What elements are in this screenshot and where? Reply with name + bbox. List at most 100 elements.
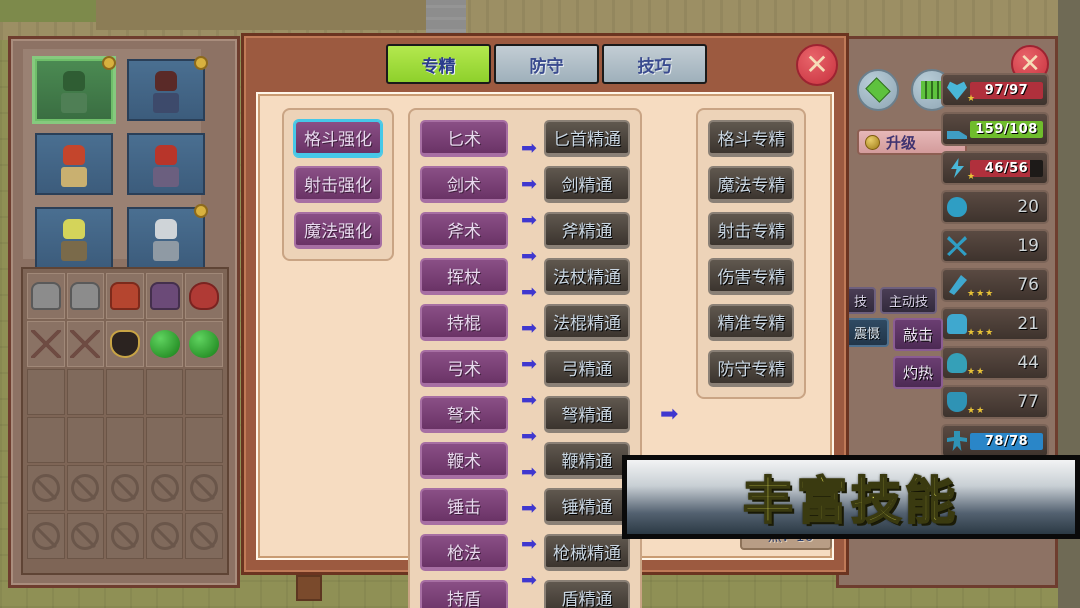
stat-stars-8: ★★ <box>967 406 986 416</box>
skill-source-2[interactable]: 斧术 <box>420 212 508 249</box>
dialog-close-button[interactable]: ✕ <box>796 44 838 86</box>
inventory-slot-locked-2[interactable] <box>106 465 144 511</box>
inventory-slot-10[interactable] <box>27 369 65 415</box>
mastery-button-3[interactable]: 伤害专精 <box>708 258 795 295</box>
inventory-slot-locked-8[interactable] <box>145 513 184 559</box>
skill-source-0[interactable]: 匕术 <box>420 120 508 157</box>
portrait-body-icon <box>153 167 179 187</box>
inventory-slot-12[interactable] <box>106 369 144 415</box>
mastery-button-5[interactable]: 防守专精 <box>708 350 795 387</box>
stat-row-4: 19 <box>941 229 1049 263</box>
green-gem-icon <box>865 77 891 103</box>
skill-target-0[interactable]: 匕首精通 <box>544 120 630 157</box>
skill-tab-partial[interactable]: 技 <box>845 287 877 314</box>
mastery-button-1[interactable]: 魔法专精 <box>708 166 795 203</box>
inventory-slot-locked-9[interactable] <box>185 513 223 559</box>
skill-arrow-icon-5: ➡ <box>521 317 537 339</box>
skill-target-3[interactable]: 法杖精通 <box>544 258 630 295</box>
inventory-slot-locked-0[interactable] <box>27 465 65 511</box>
inventory-slot-3[interactable] <box>145 273 184 319</box>
stat-value-4: 19 <box>1017 236 1039 256</box>
inventory-slot-9[interactable] <box>185 321 223 367</box>
inventory-slot-0[interactable] <box>27 273 65 319</box>
inventory-slot-8[interactable] <box>145 321 184 367</box>
skill-source-4[interactable]: 持棍 <box>420 304 508 341</box>
inventory-slot-locked-7[interactable] <box>106 513 144 559</box>
active-skill-0[interactable]: 敲击 <box>893 318 944 351</box>
party-portrait-0[interactable] <box>35 56 116 121</box>
skill-source-10[interactable]: 持盾 <box>420 580 508 608</box>
skill-source-7[interactable]: 鞭术 <box>420 442 508 479</box>
meat-icon <box>189 282 220 310</box>
inventory-slot-locked-6[interactable] <box>66 513 105 559</box>
inventory-slot-14[interactable] <box>185 369 223 415</box>
inventory-slot-18[interactable] <box>145 417 184 463</box>
skill-target-10[interactable]: 盾精通 <box>544 580 630 608</box>
stat-bar-9: 78/78 <box>970 432 1043 450</box>
inventory-slot-15[interactable] <box>27 417 65 463</box>
stat-bar-value-9: 78/78 <box>984 433 1029 449</box>
stat-value-8: 77 <box>1017 392 1039 412</box>
active-skill-column: 敲击 灼热 <box>893 318 944 394</box>
party-portrait-3[interactable] <box>127 133 205 195</box>
dialog-tab-1[interactable]: 防守 <box>494 44 599 84</box>
skill-target-7[interactable]: 鞭精通 <box>544 442 630 479</box>
category-button-2[interactable]: 魔法强化 <box>294 212 382 249</box>
skill-target-5[interactable]: 弓精通 <box>544 350 630 387</box>
inventory-slot-6[interactable] <box>66 321 105 367</box>
portrait-body-icon <box>61 241 87 261</box>
skill-target-9[interactable]: 枪械精通 <box>544 534 630 571</box>
inventory-slot-16[interactable] <box>66 417 105 463</box>
skill-source-6[interactable]: 弩术 <box>420 396 508 433</box>
skill-target-6[interactable]: 弩精通 <box>544 396 630 433</box>
party-portrait-2[interactable] <box>35 133 113 195</box>
gem-orb-button[interactable] <box>857 69 899 111</box>
category-button-0[interactable]: 格斗强化 <box>294 120 382 157</box>
party-portrait-1[interactable] <box>127 56 208 121</box>
skill-source-8[interactable]: 锤击 <box>420 488 508 525</box>
party-portrait-4[interactable] <box>35 207 113 269</box>
mastery-button-4[interactable]: 精准专精 <box>708 304 795 341</box>
inventory-slot-7[interactable] <box>106 321 144 367</box>
skill-target-1[interactable]: 剑精通 <box>544 166 630 203</box>
skill-chip-stun[interactable]: 震慑 <box>845 318 889 347</box>
inventory-slot-locked-3[interactable] <box>145 465 184 511</box>
inventory-slot-5[interactable] <box>27 321 65 367</box>
locked-slot-icon <box>31 522 60 550</box>
party-portrait-area <box>23 49 208 269</box>
skill-target-8[interactable]: 锤精通 <box>544 488 630 525</box>
stat-row-0: 97/97 ★ <box>941 73 1049 107</box>
skill-source-9[interactable]: 枪法 <box>420 534 508 571</box>
dialog-tab-0[interactable]: 专精 <box>386 44 491 84</box>
inventory-slot-locked-5[interactable] <box>27 513 65 559</box>
inventory-slot-13[interactable] <box>145 369 184 415</box>
inventory-slot-11[interactable] <box>66 369 105 415</box>
skill-source-1[interactable]: 剑术 <box>420 166 508 203</box>
locked-slot-icon <box>110 522 139 550</box>
inventory-slot-1[interactable] <box>66 273 105 319</box>
inventory-slot-locked-4[interactable] <box>185 465 223 511</box>
inventory-slot-19[interactable] <box>185 417 223 463</box>
skill-source-5[interactable]: 弓术 <box>420 350 508 387</box>
stat-bar-1: 159/108 <box>970 120 1043 138</box>
skill-source-3[interactable]: 挥杖 <box>420 258 508 295</box>
party-portrait-5[interactable] <box>127 204 208 269</box>
locked-slot-icon <box>150 474 179 502</box>
stat-value-3: 20 <box>1017 197 1039 217</box>
skill-target-2[interactable]: 斧精通 <box>544 212 630 249</box>
inventory-slot-17[interactable] <box>106 417 144 463</box>
inventory-slot-locked-1[interactable] <box>66 465 105 511</box>
skill-tab-active[interactable]: 主动技 <box>880 287 938 314</box>
skill-panel-body: 震慑 敲击灼热 <box>845 318 971 394</box>
skill-target-4[interactable]: 法棍精通 <box>544 304 630 341</box>
active-skill-1[interactable]: 灼热 <box>893 356 944 389</box>
inventory-slot-4[interactable] <box>185 273 223 319</box>
inventory-slot-2[interactable] <box>106 273 144 319</box>
mastery-button-0[interactable]: 格斗专精 <box>708 120 795 157</box>
portrait-body-icon <box>153 241 179 261</box>
locked-slot-icon <box>190 474 219 502</box>
skill-arrow-icon-0: ➡ <box>521 137 537 159</box>
category-button-1[interactable]: 射击强化 <box>294 166 382 203</box>
dialog-tab-2[interactable]: 技巧 <box>602 44 707 84</box>
mastery-button-2[interactable]: 射击专精 <box>708 212 795 249</box>
